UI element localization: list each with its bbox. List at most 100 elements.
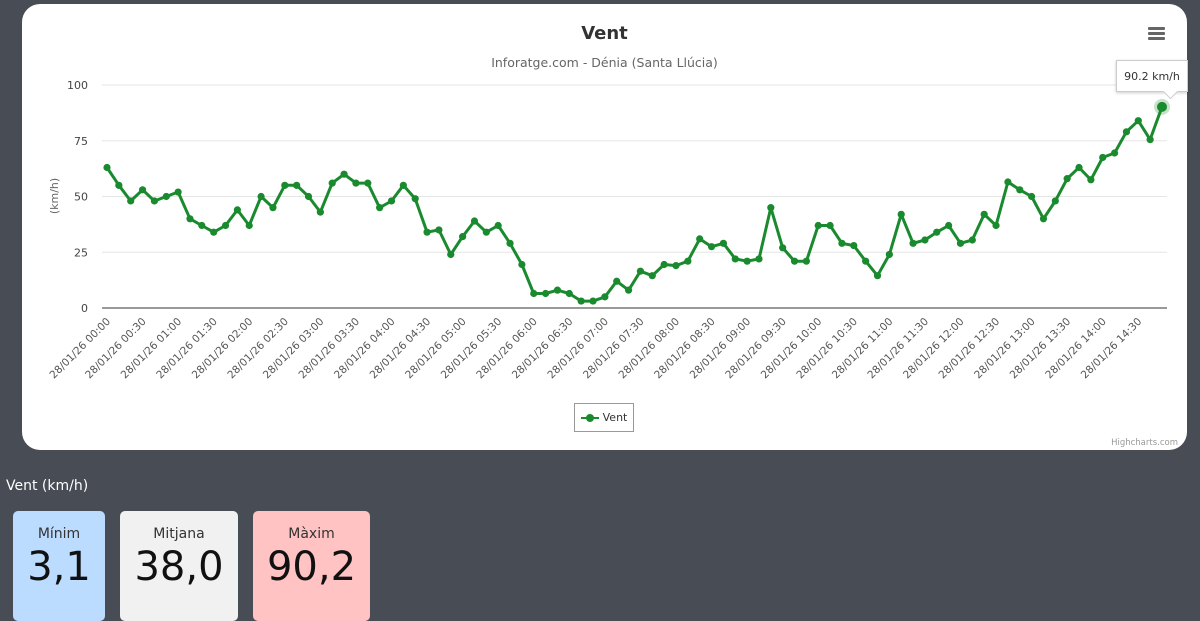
data-point[interactable]	[707, 243, 716, 251]
data-point[interactable]	[482, 228, 490, 236]
data-point[interactable]	[376, 204, 384, 212]
data-point[interactable]	[518, 260, 526, 269]
data-point[interactable]	[352, 179, 360, 187]
data-point[interactable]	[1016, 186, 1024, 194]
data-point[interactable]	[826, 221, 834, 230]
data-point[interactable]	[459, 233, 467, 241]
data-point[interactable]	[755, 255, 763, 263]
data-point[interactable]	[814, 221, 822, 230]
data-point[interactable]	[174, 188, 182, 196]
data-point[interactable]	[779, 244, 787, 252]
series-line-vent[interactable]	[105, 106, 1164, 303]
data-point[interactable]	[1075, 163, 1083, 172]
data-point[interactable]	[293, 181, 301, 189]
data-point[interactable]	[565, 289, 573, 298]
data-point[interactable]	[601, 293, 609, 301]
data-point[interactable]	[980, 210, 988, 218]
data-point[interactable]	[909, 239, 917, 247]
data-point[interactable]	[150, 197, 159, 205]
data-point[interactable]	[790, 257, 799, 265]
data-point-hovered[interactable]	[1157, 101, 1167, 112]
data-point[interactable]	[1122, 128, 1131, 136]
credits-link[interactable]: Highcharts.com	[1111, 438, 1178, 448]
data-point[interactable]	[1134, 117, 1142, 125]
data-point[interactable]	[1099, 153, 1107, 162]
data-point[interactable]	[304, 192, 313, 201]
data-point[interactable]	[364, 179, 372, 187]
data-point[interactable]	[257, 192, 265, 201]
data-point[interactable]	[186, 215, 194, 223]
data-point[interactable]	[221, 221, 230, 230]
data-point[interactable]	[862, 257, 870, 265]
data-point[interactable]	[470, 217, 479, 225]
data-point[interactable]	[1028, 192, 1036, 201]
data-point[interactable]	[1110, 149, 1119, 157]
data-point[interactable]	[850, 241, 858, 250]
data-point[interactable]	[731, 255, 739, 263]
data-point[interactable]	[530, 289, 538, 298]
data-point[interactable]	[162, 192, 170, 201]
data-point[interactable]	[210, 228, 218, 236]
data-point[interactable]	[743, 257, 751, 265]
data-point[interactable]	[198, 221, 206, 230]
data-point[interactable]	[838, 239, 846, 247]
data-point[interactable]	[1039, 215, 1048, 223]
data-point[interactable]	[245, 221, 253, 230]
data-point[interactable]	[1146, 136, 1154, 144]
data-point[interactable]	[672, 262, 680, 270]
hamburger-menu-icon[interactable]	[1148, 27, 1165, 41]
data-point[interactable]	[956, 239, 965, 247]
data-point[interactable]	[411, 195, 419, 203]
data-point[interactable]	[945, 221, 953, 230]
data-point[interactable]	[696, 235, 704, 243]
data-point[interactable]	[127, 197, 135, 205]
data-point[interactable]	[921, 236, 929, 244]
data-point[interactable]	[577, 297, 585, 305]
x-tick-label: 28/01/26 14:30	[1079, 316, 1145, 382]
data-point[interactable]	[399, 181, 407, 189]
data-point[interactable]	[281, 181, 289, 189]
data-point[interactable]	[541, 289, 550, 298]
x-tick-label: 28/01/26 03:00	[261, 316, 327, 382]
data-point[interactable]	[767, 204, 775, 212]
data-point[interactable]	[802, 257, 810, 265]
data-point[interactable]	[1063, 175, 1071, 183]
data-point[interactable]	[447, 250, 455, 259]
x-tick-label: 28/01/26 09:30	[723, 316, 789, 382]
data-point[interactable]	[233, 206, 241, 214]
data-point[interactable]	[1087, 176, 1095, 184]
data-point[interactable]	[387, 197, 396, 205]
legend-item-vent[interactable]: Vent	[574, 403, 634, 432]
data-point[interactable]	[553, 286, 562, 294]
x-tick-label: 28/01/26 10:30	[794, 316, 860, 382]
data-point[interactable]	[897, 210, 905, 218]
data-point[interactable]	[138, 186, 147, 194]
data-point[interactable]	[340, 170, 348, 178]
data-point[interactable]	[992, 221, 1000, 230]
data-point[interactable]	[269, 204, 277, 212]
data-point[interactable]	[1004, 178, 1012, 186]
data-point[interactable]	[589, 297, 597, 305]
data-point[interactable]	[885, 250, 893, 259]
data-point[interactable]	[684, 257, 692, 265]
data-point[interactable]	[636, 267, 645, 275]
data-point[interactable]	[624, 286, 633, 294]
data-point[interactable]	[660, 260, 668, 269]
data-point[interactable]	[873, 272, 882, 280]
data-point[interactable]	[613, 277, 621, 285]
data-point[interactable]	[423, 228, 431, 236]
data-point[interactable]	[435, 226, 443, 234]
data-point[interactable]	[933, 228, 941, 236]
data-point[interactable]	[494, 221, 502, 230]
data-point[interactable]	[506, 239, 514, 247]
data-point[interactable]	[968, 236, 976, 244]
data-point[interactable]	[648, 272, 656, 280]
data-point[interactable]	[719, 239, 728, 247]
tooltip: 90.2 km/h	[1116, 60, 1188, 92]
data-point[interactable]	[316, 208, 324, 216]
data-point[interactable]	[103, 163, 111, 172]
data-point[interactable]	[328, 179, 336, 187]
data-point[interactable]	[115, 181, 123, 189]
data-point[interactable]	[1051, 197, 1059, 205]
